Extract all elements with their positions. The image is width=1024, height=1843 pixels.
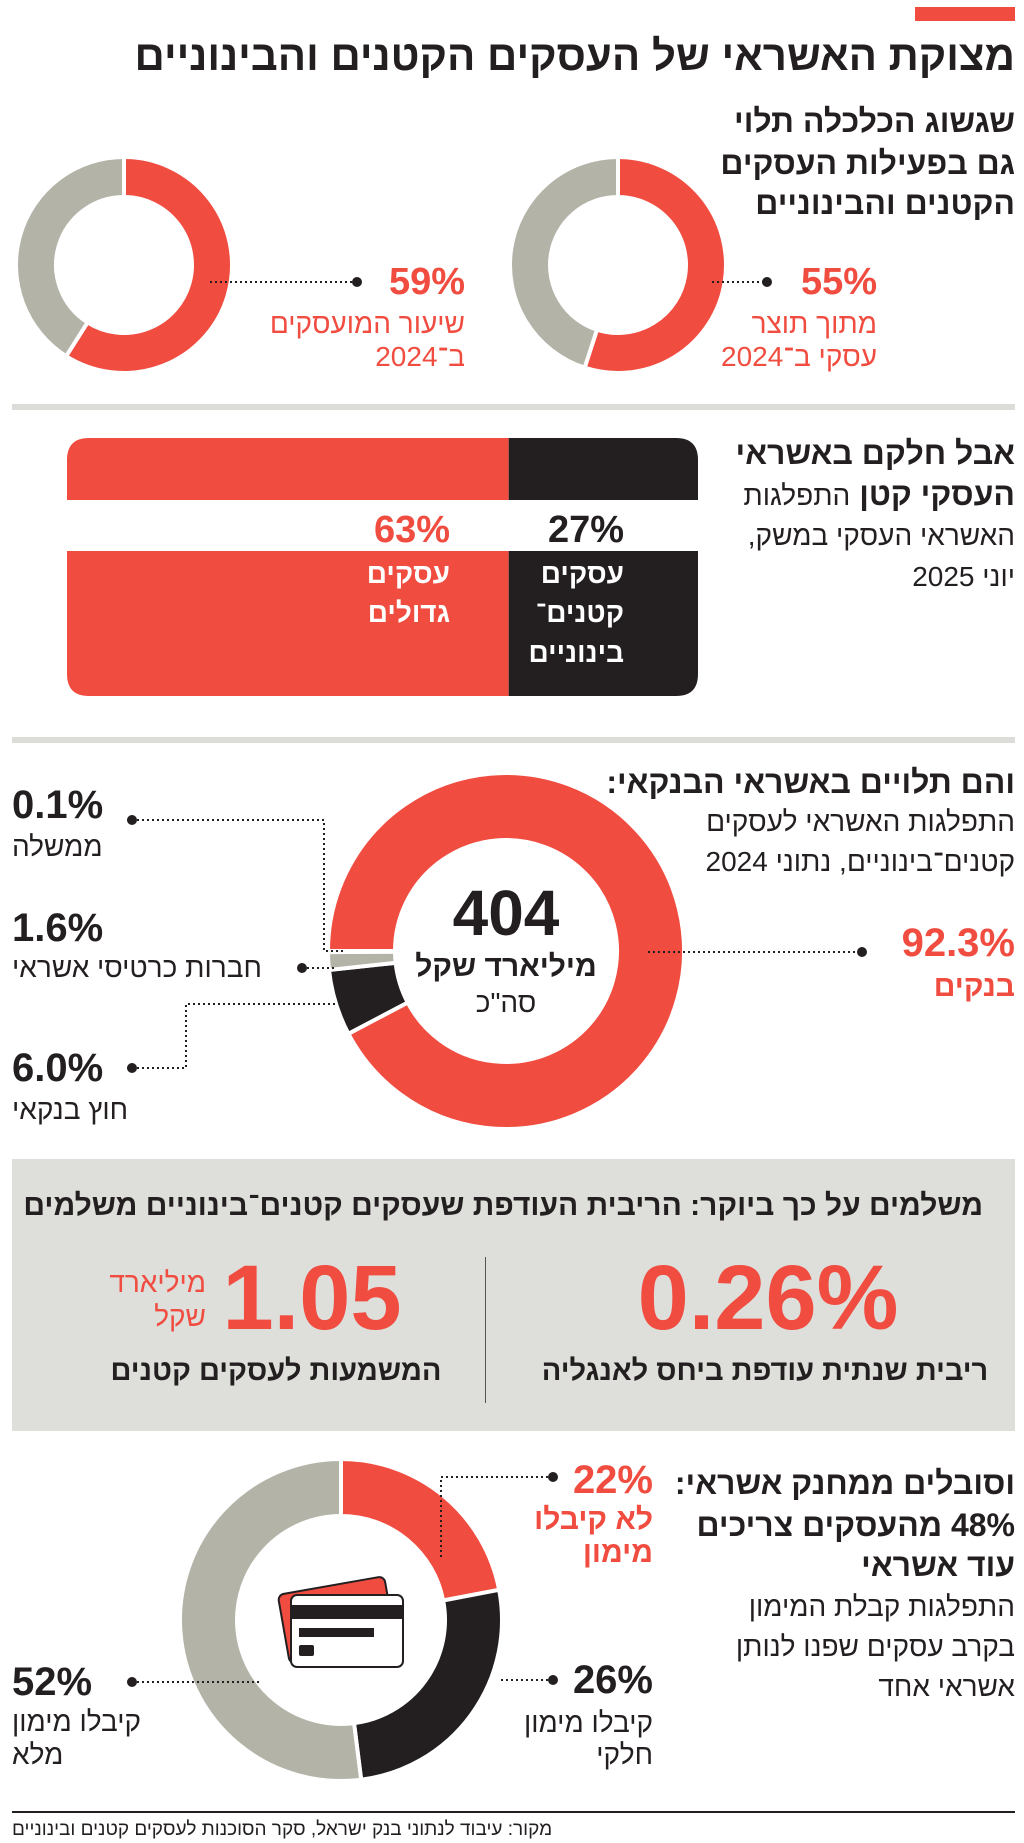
sme-credit-label: עסקים	[540, 558, 624, 589]
sme-credit-label: בינוניים	[528, 637, 624, 668]
total-credit-unit: מיליארד שקל	[415, 950, 597, 983]
s2-sub-line: האשראי העסקי במשק,	[747, 520, 1015, 551]
s2-heading-line: העסקי קטן התפלגות	[743, 478, 1015, 510]
large-credit-bar-bottom	[67, 551, 509, 696]
sme-credit-pct: 27%	[547, 509, 624, 551]
gdp-leader-dot	[762, 277, 772, 287]
s2-heading-line: אבל חלקם באשראי	[735, 435, 1015, 471]
gdp-share-pct: 55%	[800, 261, 877, 303]
cost-label: המשמעות לעסקים קטנים	[110, 1355, 442, 1387]
funding-donut-segment-2	[177, 1456, 364, 1783]
employment-donut-segment-1	[14, 154, 126, 359]
credit-card-icon	[277, 1576, 404, 1668]
s3-sub-line: קטנים־בינוניים, נתוני 2024	[705, 846, 1016, 877]
full-funding-label: מלא	[12, 1739, 64, 1770]
s2-heading-regular: התפלגות	[743, 480, 851, 511]
s3-heading: והם תלויים באשראי הבנקאי:	[606, 764, 1015, 800]
s1-heading-line: שגשוג הכלכלה תלוי	[734, 103, 1015, 139]
no-funding-leader-dot	[548, 1472, 558, 1482]
government-label: ממשלה	[12, 831, 103, 862]
card-companies-leader-dot	[297, 963, 307, 973]
partial-funding-label: חלקי	[596, 1739, 653, 1770]
full-funding-pct: 52%	[12, 1660, 93, 1704]
total-credit-value: 404	[452, 877, 560, 949]
s5-heading-line: 48% מהעסקים צריכים	[696, 1507, 1016, 1543]
gdp-share-label: מתוך תוצר	[751, 308, 877, 339]
government-pct: 0.1%	[12, 783, 104, 827]
s5-heading-line: וסובלים ממחנק אשראי:	[674, 1465, 1015, 1501]
card-companies-label: חברות כרטיסי אשראי	[12, 952, 262, 983]
government-leader-dot	[127, 815, 137, 825]
government-leader-line	[132, 819, 345, 952]
banks-pct: 92.3%	[901, 921, 1015, 965]
s5-sub-line: התפלגות קבלת המימון	[748, 1591, 1015, 1622]
employment-share-label: שיעור המועסקים	[269, 308, 465, 339]
non-bank-leader-line	[132, 1003, 338, 1069]
s1-heading-line: הקטנים והבינוניים	[755, 185, 1015, 221]
partial-funding-pct: 26%	[572, 1658, 653, 1702]
sme-credit-bar-top	[508, 438, 698, 500]
cost-unit: מיליארד	[109, 1267, 206, 1298]
s4-heading: משלמים על כך ביוקר: הריבית העודפת שעסקים…	[23, 1189, 983, 1222]
box-divider	[485, 1257, 486, 1403]
footer-rule	[12, 1811, 1015, 1813]
sme-credit-label: קטנים־	[535, 597, 624, 628]
credit-source-donut-segment-3	[325, 771, 686, 1131]
no-funding-label: מימון	[582, 1536, 653, 1569]
funding-donut-segment-1	[351, 1587, 504, 1782]
non-bank-pct: 6.0%	[12, 1046, 104, 1090]
total-credit-label: סה"כ	[475, 987, 537, 1018]
no-funding-label: לא קיבלו	[534, 1503, 653, 1536]
s5-heading-line: עוד אשראי	[861, 1547, 1015, 1583]
full-funding-leader-dot	[127, 1677, 137, 1687]
s2-heading-bold: העסקי קטן	[859, 476, 1015, 512]
s1-heading-line: גם בפעילות העסקים	[720, 145, 1015, 181]
large-credit-label: עסקים	[366, 558, 450, 589]
s3-sub-line: התפלגות האשראי לעסקים	[706, 806, 1015, 837]
gdp-donut-segment-1	[508, 154, 620, 371]
s5-sub-line: אשראי אחד	[878, 1671, 1015, 1702]
accent-bar	[915, 7, 1015, 21]
non-bank-label: חוץ בנקאי	[12, 1094, 129, 1125]
s5-sub-line: בקרב עסקים שפנו לנותן	[735, 1631, 1015, 1662]
divider	[12, 737, 1015, 743]
employment-leader-dot	[352, 277, 362, 287]
s2-sub-line: יוני 2025	[912, 561, 1015, 592]
large-credit-bar-top	[67, 438, 509, 500]
banks-label: בנקים	[933, 970, 1015, 1003]
gdp-share-label: עסקי ב־2024	[721, 341, 877, 372]
cost-unit: שקל	[154, 1301, 206, 1332]
employment-donut-segment-0	[63, 154, 234, 375]
full-funding-label: קיבלו מימון	[12, 1706, 142, 1737]
page-title: מצוקת האשראי של העסקים הקטנים והבינוניים	[134, 32, 1015, 79]
source-note: מקור: עיבוד לנתוני בנק ישראל, סקר הסוכנו…	[12, 1819, 553, 1840]
banks-leader-dot	[857, 947, 867, 957]
no-funding-pct: 22%	[572, 1458, 653, 1502]
employment-share-label: ב־2024	[375, 341, 465, 372]
cost-value: 1.05	[222, 1247, 402, 1349]
sme-credit-bar-bottom	[508, 551, 698, 696]
partial-funding-label: קיבלו מימון	[523, 1707, 653, 1738]
divider	[12, 404, 1015, 410]
employment-share-pct: 59%	[388, 261, 465, 303]
excess-rate-value: 0.26%	[637, 1247, 899, 1349]
large-credit-pct: 63%	[373, 509, 450, 551]
large-credit-label: גדולים	[367, 597, 450, 628]
card-companies-pct: 1.6%	[12, 906, 104, 950]
funding-donut-segment-0	[339, 1456, 502, 1603]
non-bank-leader-dot	[127, 1063, 137, 1073]
excess-rate-label: ריבית שנתית עודפת ביחס לאנגליה	[541, 1355, 989, 1387]
partial-funding-leader-dot	[548, 1675, 558, 1685]
gdp-donut-segment-0	[582, 154, 728, 375]
interest-box	[12, 1159, 1015, 1431]
no-funding-leader-line	[440, 1476, 553, 1560]
